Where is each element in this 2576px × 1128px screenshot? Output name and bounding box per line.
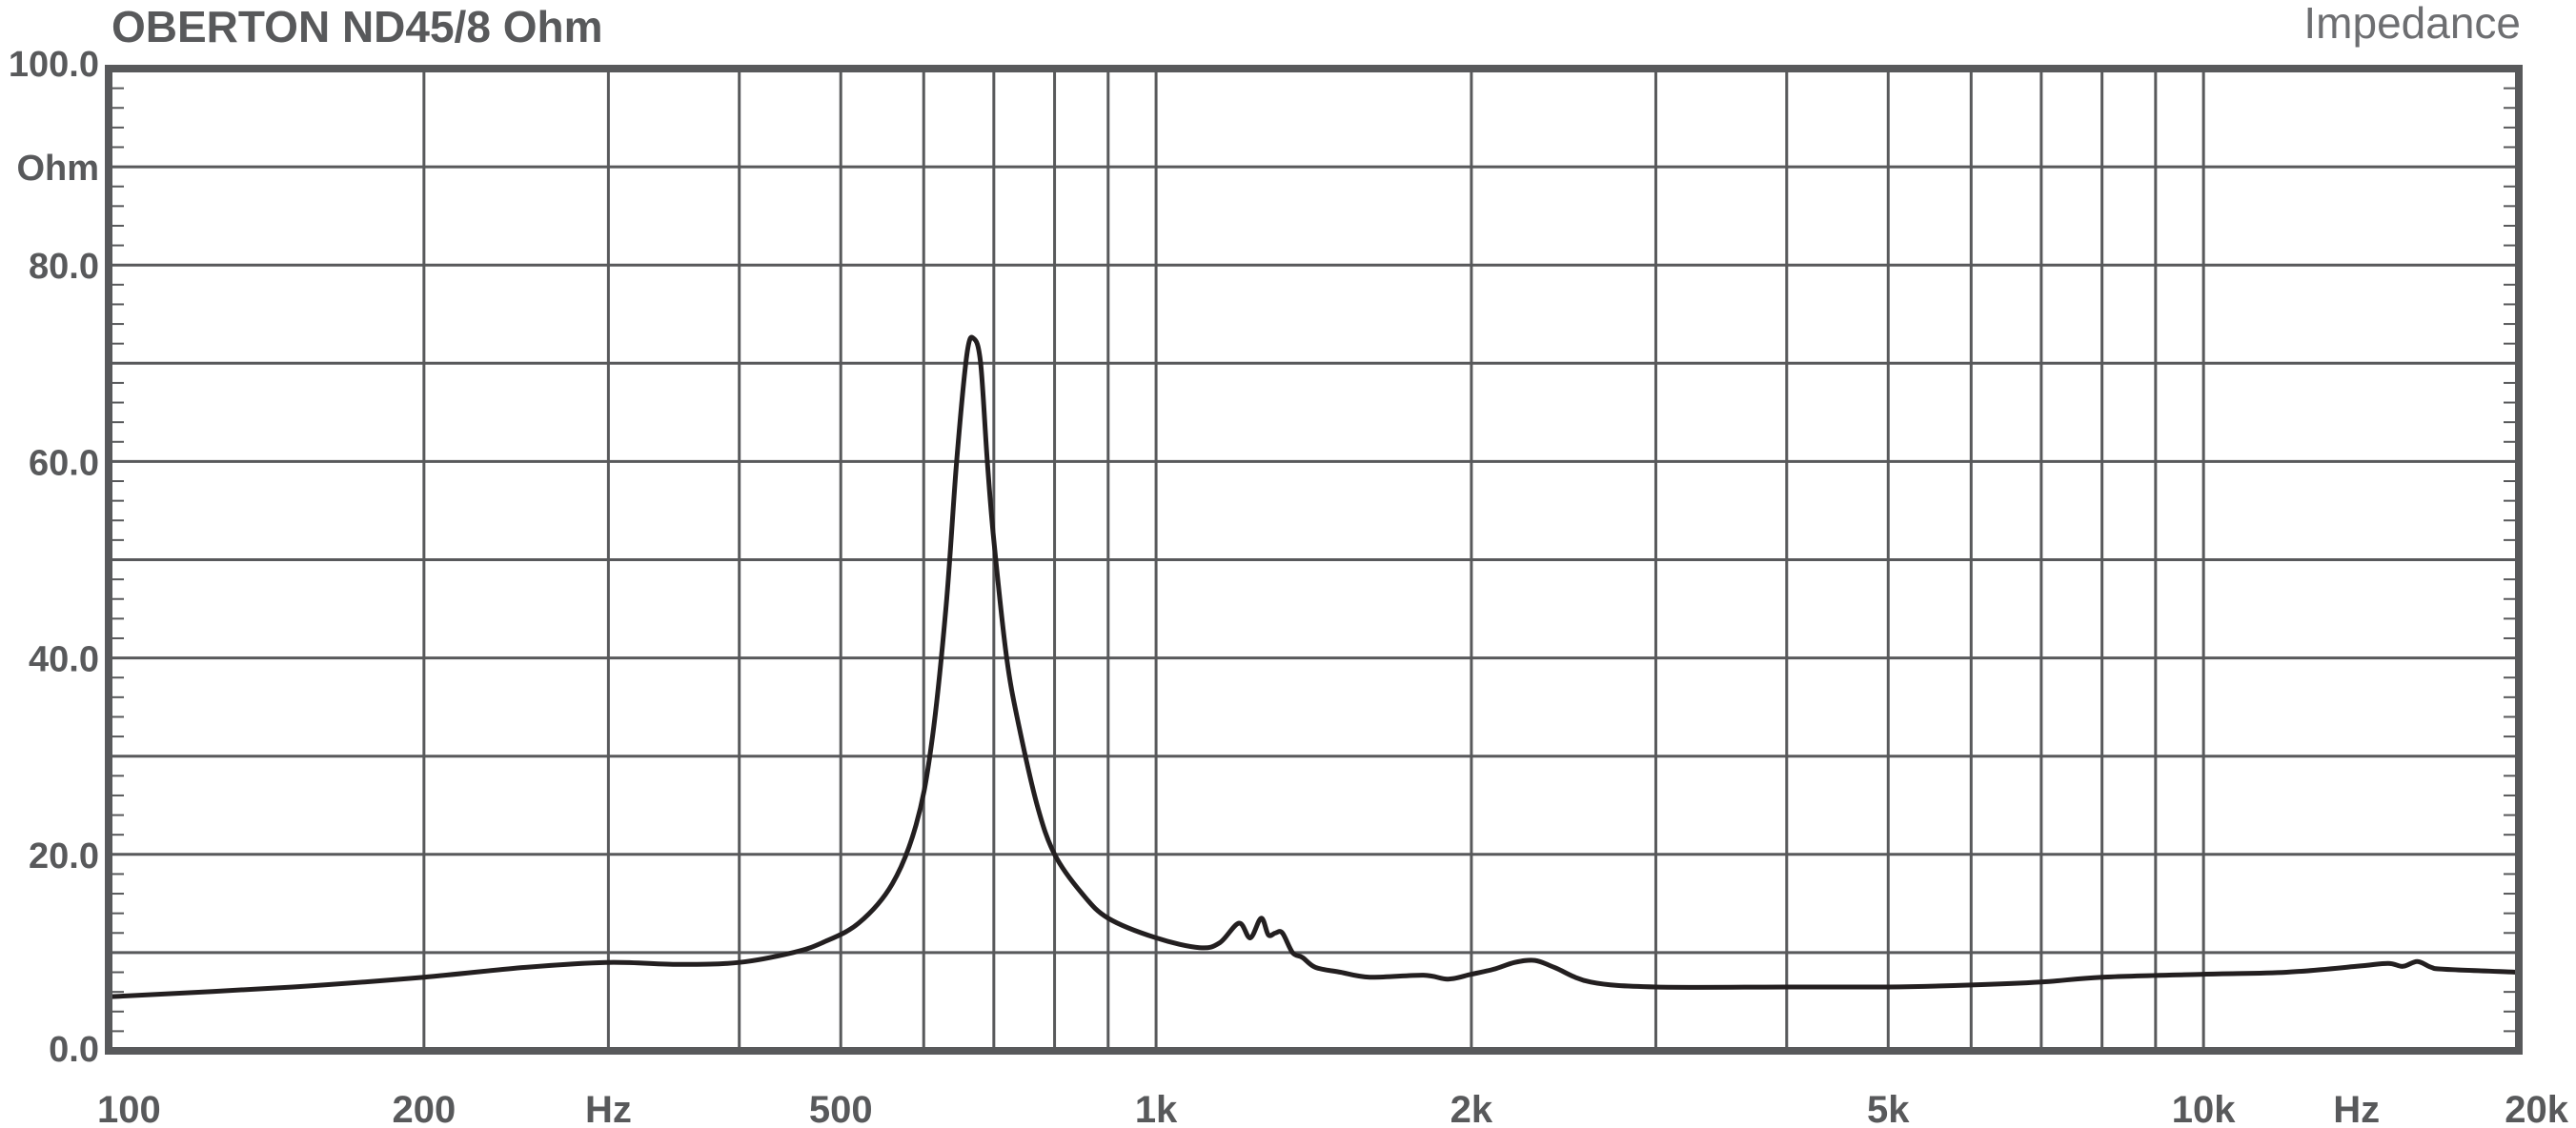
x-tick-label: 200 bbox=[392, 1089, 456, 1128]
x-tick-label: 20k bbox=[2505, 1089, 2568, 1128]
x-tick-label: 10k bbox=[2172, 1089, 2236, 1128]
y-tick-label: 40.0 bbox=[29, 640, 99, 680]
series-layer bbox=[106, 334, 2522, 999]
y-tick-label: Ohm bbox=[16, 149, 99, 189]
chart-subtitle: Impedance bbox=[2303, 0, 2521, 48]
x-tick-label: Hz bbox=[585, 1089, 632, 1128]
x-tick-label: 5k bbox=[1867, 1089, 1910, 1128]
x-axis-labels: 100 200 Hz 500 1k 2k 5k 10k Hz 20k bbox=[97, 1089, 2569, 1128]
y-tick-label: 60.0 bbox=[29, 443, 99, 483]
plot-frame bbox=[105, 65, 2523, 1055]
impedance-curve bbox=[106, 334, 2522, 999]
y-tick-label: 0.0 bbox=[49, 1030, 99, 1070]
x-tick-label: 1k bbox=[1135, 1089, 1178, 1128]
x-tick-label: Hz bbox=[2333, 1089, 2380, 1128]
grid bbox=[109, 69, 2519, 1051]
chart-title: OBERTON ND45/8 Ohm bbox=[112, 2, 602, 51]
x-tick-label: 100 bbox=[97, 1089, 161, 1128]
y-tick-label: 20.0 bbox=[29, 836, 99, 876]
y-tick-label: 80.0 bbox=[29, 247, 99, 287]
x-tick-label: 500 bbox=[809, 1089, 873, 1128]
y-tick-label: 100.0 bbox=[9, 45, 99, 85]
x-tick-label: 2k bbox=[1450, 1089, 1493, 1128]
y-axis-labels: 0.0 20.0 40.0 60.0 80.0 Ohm 100.0 bbox=[9, 45, 99, 1070]
